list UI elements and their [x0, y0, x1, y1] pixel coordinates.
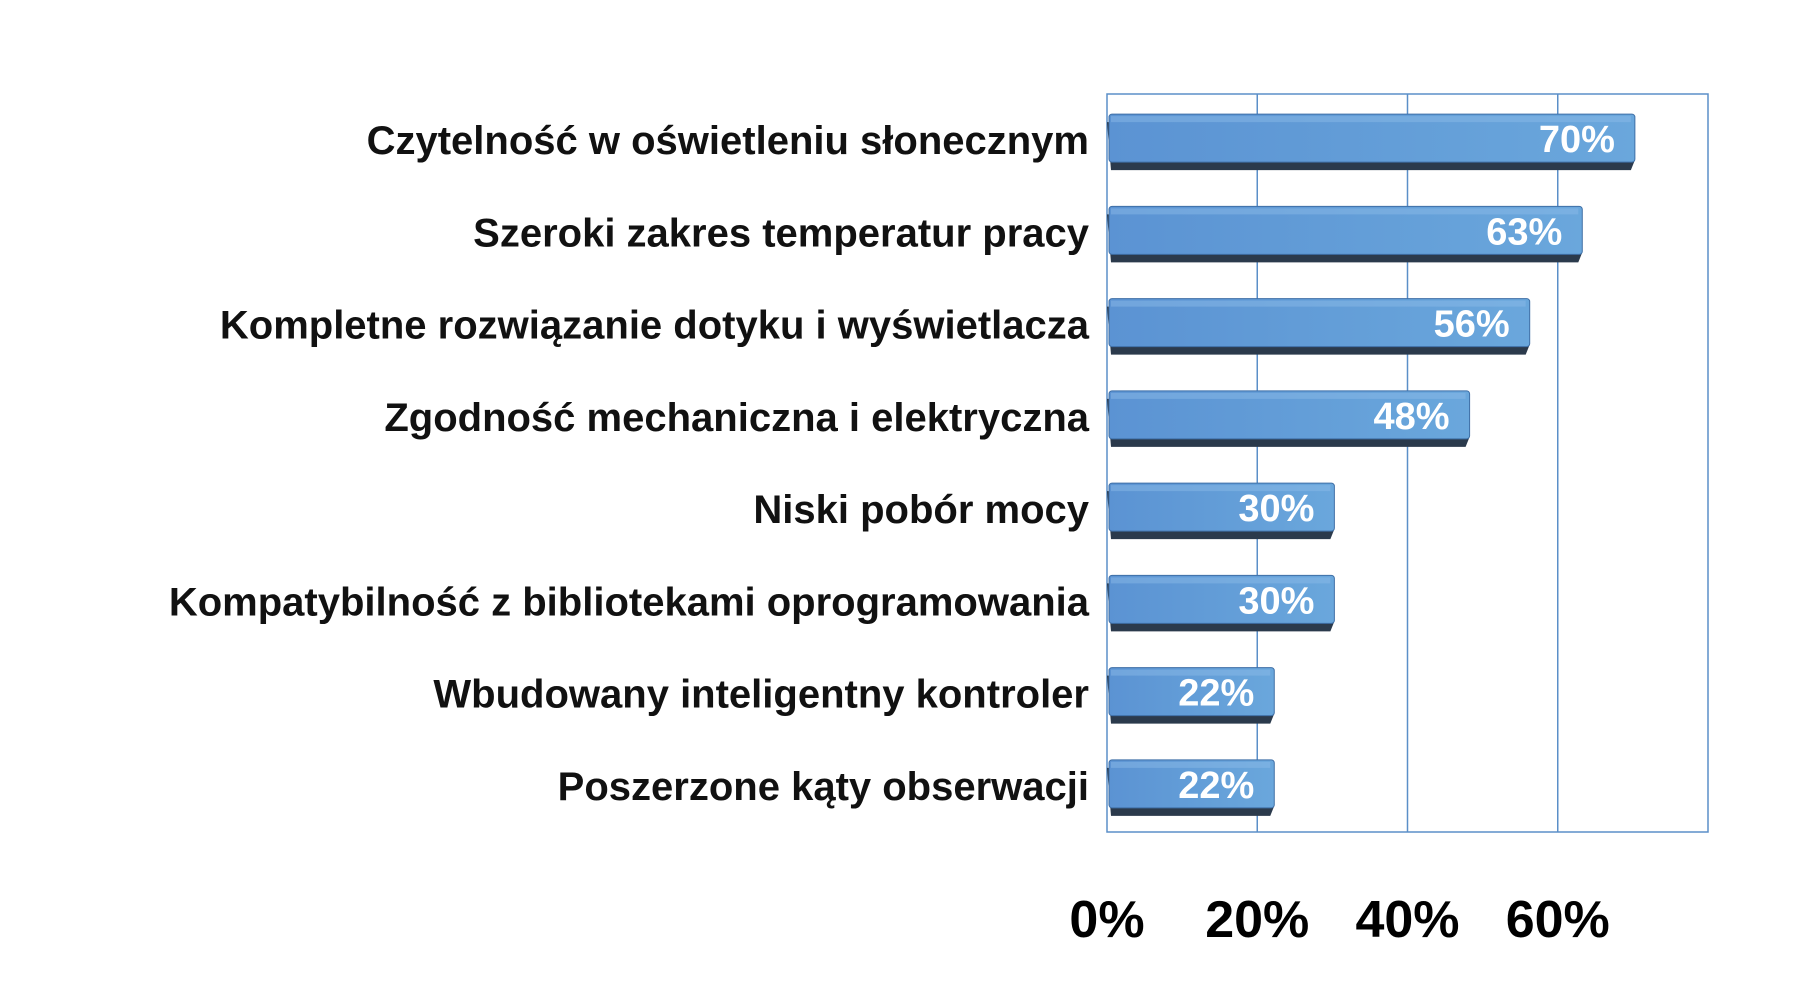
category-label: Niski pobór mocy [753, 488, 1089, 532]
bar-highlight [1111, 300, 1526, 307]
bar [1108, 298, 1531, 348]
x-tick-label: 0% [1069, 891, 1144, 949]
bar [1108, 390, 1471, 440]
bar-value-label: 48% [1374, 396, 1450, 438]
x-tick-label: 40% [1355, 891, 1459, 949]
bar-highlight [1111, 761, 1271, 768]
bar-value-label: 70% [1539, 119, 1615, 161]
bar [1108, 667, 1275, 717]
bar [1108, 759, 1275, 809]
bar-value-label: 22% [1178, 673, 1254, 715]
bar-highlight [1111, 485, 1331, 492]
category-label: Poszerzone kąty obserwacji [558, 765, 1089, 809]
x-tick-label: 20% [1205, 891, 1309, 949]
bar-highlight [1111, 208, 1579, 215]
bar [1108, 574, 1335, 624]
category-label: Wbudowany inteligentny kontroler [433, 673, 1089, 717]
category-label: Szeroki zakres temperatur pracy [473, 211, 1090, 255]
category-label: Kompletne rozwiązanie dotyku i wyświetla… [220, 304, 1090, 348]
bar-highlight [1111, 669, 1271, 676]
category-label: Czytelność w oświetleniu słonecznym [367, 119, 1089, 163]
bar [1108, 482, 1335, 532]
bar-value-label: 63% [1486, 211, 1562, 253]
bar-highlight [1111, 392, 1466, 399]
bar-highlight [1111, 577, 1331, 584]
bar-highlight [1111, 116, 1631, 123]
bar-value-label: 30% [1238, 580, 1314, 622]
bar-value-label: 22% [1178, 765, 1254, 807]
bar [1108, 205, 1583, 255]
bar-value-label: 30% [1238, 488, 1314, 530]
x-tick-label: 60% [1506, 891, 1610, 949]
category-label: Kompatybilność z bibliotekami oprogramow… [169, 580, 1090, 624]
bar-value-label: 56% [1434, 304, 1510, 346]
bar [1108, 113, 1636, 163]
category-label: Zgodność mechaniczna i elektryczna [384, 396, 1089, 440]
